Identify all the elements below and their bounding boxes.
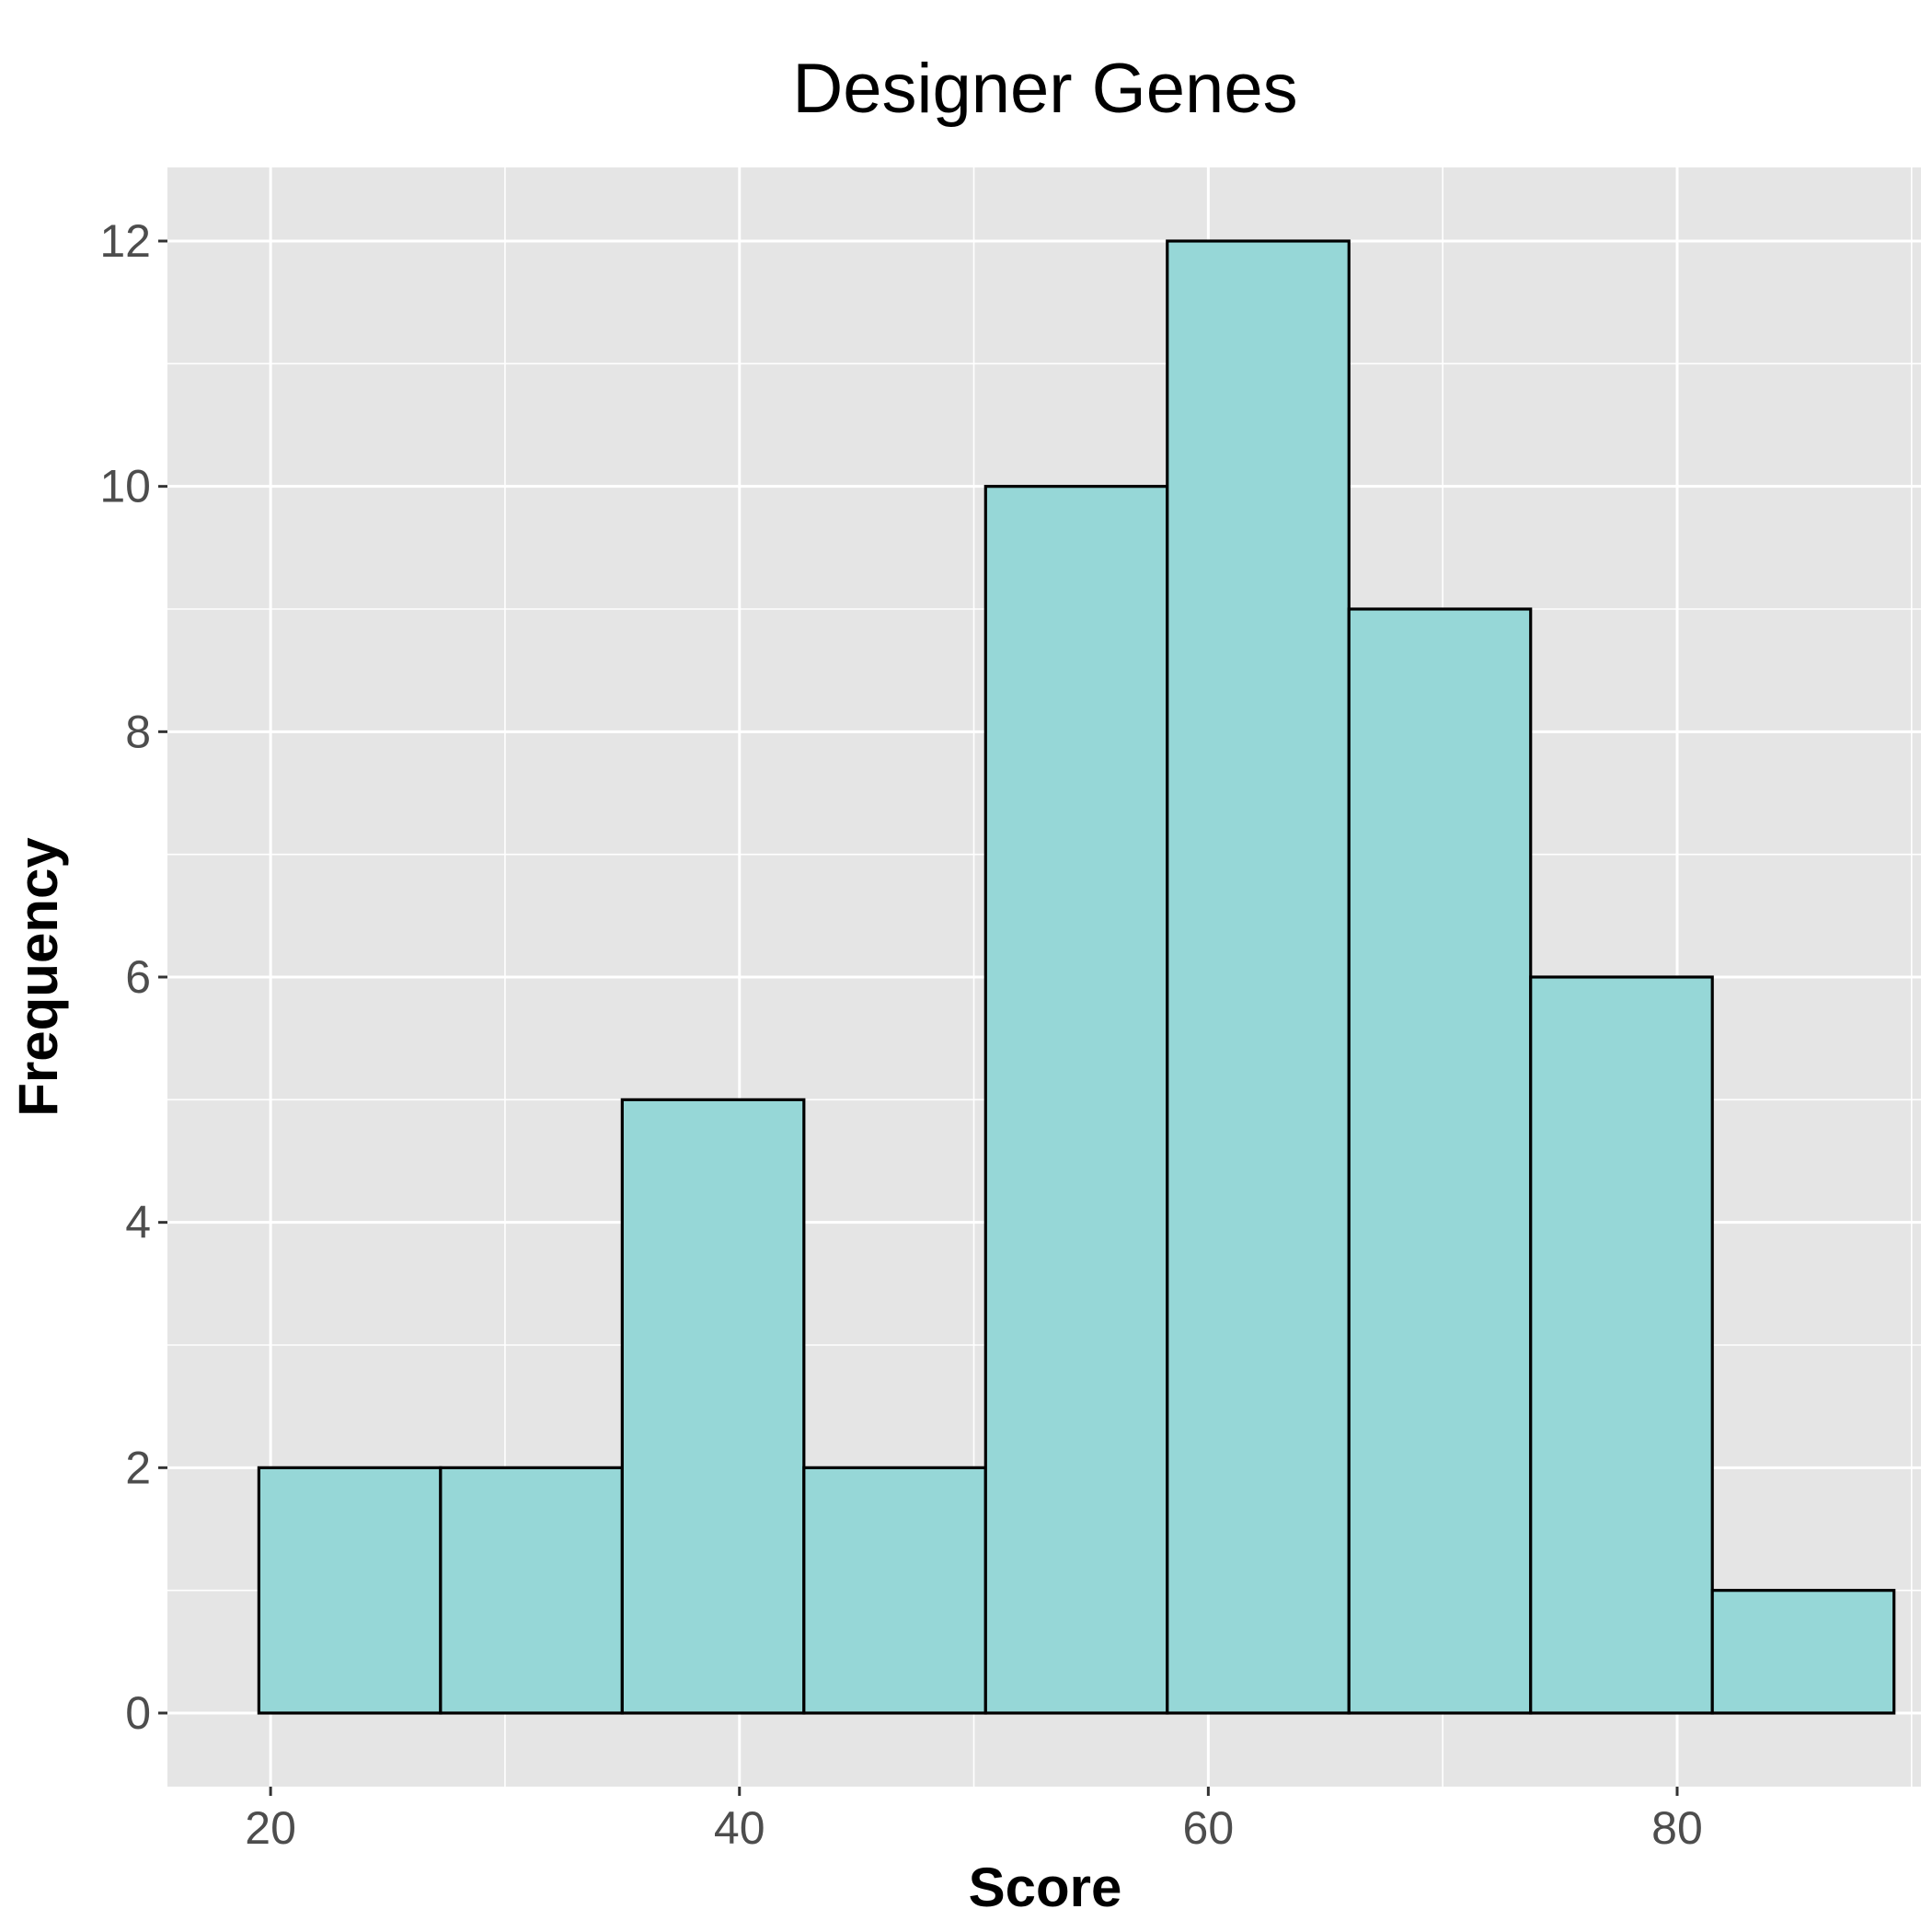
x-tick-label: 60 xyxy=(1183,1802,1235,1854)
histogram-bar xyxy=(439,1466,624,1715)
y-tick-label: 12 xyxy=(99,215,151,267)
y-axis-ticks: 0 2 4 6 8 10 12 xyxy=(99,215,167,1739)
histogram-bar xyxy=(983,485,1169,1715)
x-axis-title: Score xyxy=(969,1857,1122,1918)
histogram-bar xyxy=(257,1466,443,1715)
x-tick-label: 20 xyxy=(245,1802,296,1854)
y-tick-label: 10 xyxy=(99,461,151,512)
x-tick-label: 40 xyxy=(714,1802,765,1854)
histogram-bar xyxy=(1710,1589,1896,1715)
histogram-bars xyxy=(257,239,1896,1715)
y-tick-label: 8 xyxy=(125,706,151,757)
x-tick-label: 80 xyxy=(1651,1802,1703,1854)
y-tick-label: 4 xyxy=(125,1197,151,1248)
y-tick-label: 6 xyxy=(125,951,151,1003)
y-tick-label: 2 xyxy=(125,1442,151,1493)
y-axis-title: Frequency xyxy=(7,837,69,1117)
histogram-bar xyxy=(1347,607,1533,1715)
histogram-bar xyxy=(1166,239,1351,1715)
y-tick-label: 0 xyxy=(125,1687,151,1739)
x-axis-ticks: 20 40 60 80 xyxy=(245,1787,1703,1854)
histogram-bar xyxy=(802,1466,987,1715)
histogram-bar xyxy=(620,1098,806,1715)
chart-title: Designer Genes xyxy=(792,50,1297,128)
histogram-bar xyxy=(1529,975,1714,1715)
